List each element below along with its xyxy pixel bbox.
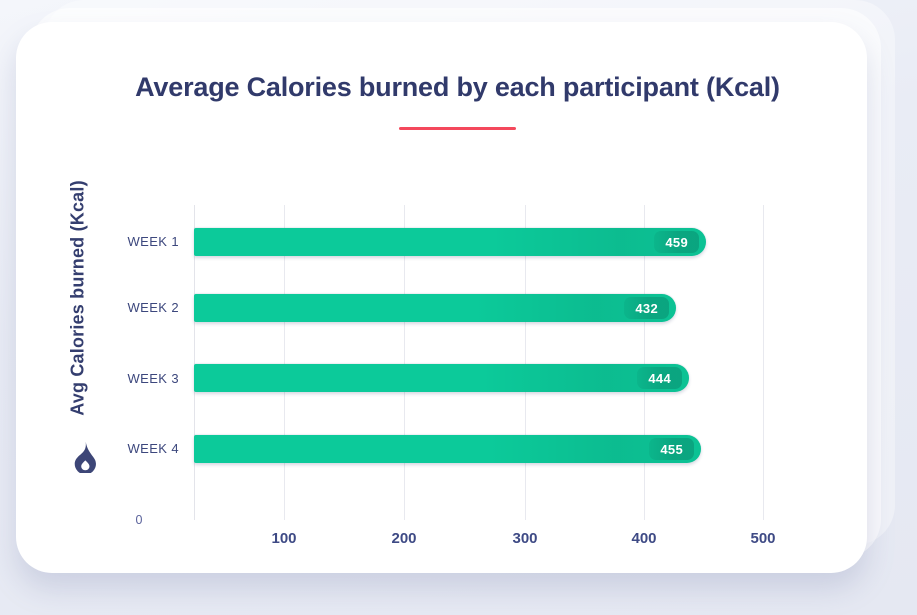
bar-value-badge: 444 [637,367,682,389]
bar-value: 459 [665,234,688,250]
bar-value-badge: 459 [654,231,699,253]
x-tick-200: 200 [391,530,417,547]
gridline-500 [763,205,764,520]
category-label-week1: WEEK 1 [127,234,179,249]
category-label-week3: WEEK 3 [127,371,179,386]
x-tick-0: 0 [135,513,143,527]
gridline-400 [644,205,645,520]
bar-gradient [490,228,706,256]
bar-value-badge: 432 [624,297,669,319]
gridline-200 [404,205,405,520]
bar-value: 455 [660,441,683,457]
x-tick-300: 300 [512,530,538,547]
bar-value: 444 [648,370,671,386]
chart-card: Average Calories burned by each particip… [16,22,867,573]
x-tick-400: 400 [631,530,657,547]
gridline-0 [194,205,195,520]
gridline-100 [284,205,285,520]
bar-week2: 432 [194,294,676,322]
x-tick-100: 100 [271,530,297,547]
bar-week1: 459 [194,228,706,256]
bar-value-badge: 455 [649,438,694,460]
chart-title: Average Calories burned by each particip… [135,72,780,102]
bar-gradient [473,294,676,322]
bar-week3: 444 [194,364,689,392]
bar-gradient [488,435,701,463]
category-label-week4: WEEK 4 [127,441,179,456]
gridline-300 [525,205,526,520]
title-underline [399,127,516,130]
bar-week4: 455 [194,435,701,463]
bar-value: 432 [635,300,658,316]
x-tick-500: 500 [750,530,776,547]
category-label-week2: WEEK 2 [127,300,179,315]
bar-gradient [481,364,689,392]
flame-icon [74,441,96,473]
